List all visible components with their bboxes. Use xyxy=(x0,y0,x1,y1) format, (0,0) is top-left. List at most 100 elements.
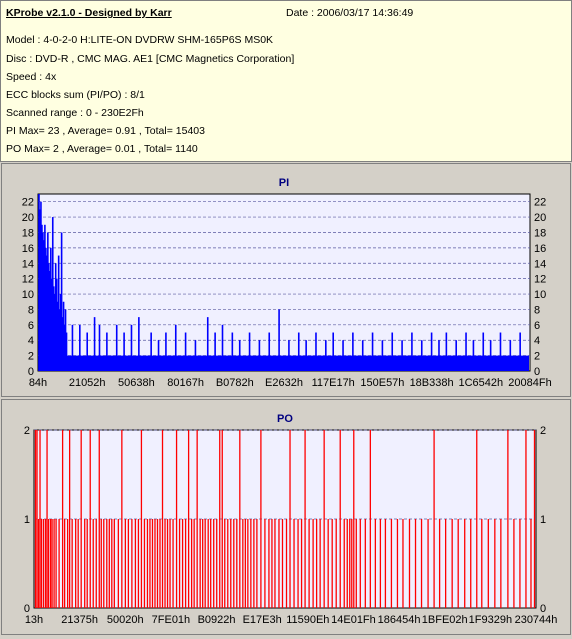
pi-bar xyxy=(41,224,43,371)
model-line: Model : 4-0-2-0 H:LITE-ON DVDRW SHM-165P… xyxy=(6,34,274,46)
pi-bar xyxy=(194,340,197,371)
pi-bar xyxy=(93,317,96,371)
pi-bar xyxy=(45,247,47,371)
y-tick-label-right: 12 xyxy=(534,274,546,286)
pi-bar xyxy=(420,340,423,371)
x-tick-label: 84h xyxy=(29,377,47,389)
pi-bar xyxy=(499,332,502,371)
pi-bar xyxy=(288,340,290,371)
y-tick-label-left: 1 xyxy=(24,514,30,526)
x-tick-label: 80167h xyxy=(167,377,204,389)
pi-bar xyxy=(138,317,140,371)
pi-bar xyxy=(361,340,364,371)
pi-chart-panel: PI 0 0 2 2 4 4 6 6 8 8 10 10 12 12 14 14 16 16 18 18 20 20 22 22… xyxy=(1,163,571,397)
pi-bar xyxy=(43,240,45,371)
pi-bar xyxy=(297,332,300,371)
x-tick-label: 13h xyxy=(25,614,43,626)
pi-bar xyxy=(106,332,108,371)
pi-bar xyxy=(381,340,384,371)
y-tick-label-left: 20 xyxy=(22,212,34,224)
y-tick-label-right: 18 xyxy=(534,227,546,239)
pi-bar xyxy=(46,255,48,371)
pi-bar xyxy=(465,332,467,371)
disc-line: Disc : DVD-R , CMC MAG. AE1 [CMC Magneti… xyxy=(6,53,295,65)
pi-bar xyxy=(52,286,55,371)
po-chart-panel: PO 0 0 1 1 2 2 13h 21375h 50020h 7FE01h B0922h E17E3… xyxy=(1,399,571,635)
x-tick-label: 11590Eh xyxy=(286,614,329,626)
x-tick-label: 1F9329h xyxy=(469,614,512,626)
y-tick-label-left: 16 xyxy=(22,243,34,255)
scan-info-panel: KProbe v2.1.0 - Designed by Karr Date : … xyxy=(0,0,572,162)
pi-bar xyxy=(48,263,50,371)
pi-bar xyxy=(445,332,448,371)
app-title: KProbe v2.1.0 - Designed by Karr xyxy=(6,7,172,19)
pi-bar xyxy=(57,255,60,371)
x-tick-label: 150E57h xyxy=(360,377,404,389)
pi-bar xyxy=(231,332,234,371)
pi-bar xyxy=(62,301,65,371)
pi-bar xyxy=(71,324,74,371)
y-tick-label-right: 2 xyxy=(540,425,546,437)
pi-bar xyxy=(401,340,403,371)
pi-bar xyxy=(123,332,125,371)
x-tick-label: 50020h xyxy=(107,614,144,626)
y-tick-label-right: 8 xyxy=(534,304,540,316)
pi-bar xyxy=(63,324,66,371)
pi-bar xyxy=(430,332,433,371)
pi-bar xyxy=(174,324,177,371)
pi-bar xyxy=(59,294,62,371)
pi-bar xyxy=(150,332,152,371)
pi-bar xyxy=(50,278,53,371)
x-tick-label: 230744h xyxy=(515,614,558,626)
y-tick-label-right: 4 xyxy=(534,335,540,347)
y-tick-label-left: 22 xyxy=(22,197,34,209)
y-tick-label-left: 14 xyxy=(22,258,34,270)
pi-bar xyxy=(438,340,440,371)
pi-bar xyxy=(98,324,101,371)
pi-baseline-band xyxy=(39,355,529,371)
y-tick-label-left: 0 xyxy=(24,603,30,615)
pi-bar xyxy=(315,332,317,371)
speed-line: Speed : 4x xyxy=(6,71,57,83)
pi-bar xyxy=(79,324,81,371)
x-tick-label: 117E17h xyxy=(312,377,355,389)
pi-bar xyxy=(56,301,59,371)
pi-bar xyxy=(115,324,118,371)
po-chart: PO 0 0 1 1 2 2 13h 21375h 50020h 7FE01h B0922h E17E3… xyxy=(24,413,558,626)
y-tick-label-left: 8 xyxy=(28,304,34,316)
pi-bar xyxy=(206,317,209,371)
pi-bar xyxy=(305,340,307,371)
x-tick-label: 7FE01h xyxy=(152,614,191,626)
pi-bar xyxy=(519,332,521,371)
chart-title: PO xyxy=(277,413,293,425)
x-tick-label: 50638h xyxy=(118,377,155,389)
y-tick-label-left: 12 xyxy=(22,274,34,286)
y-tick-label-right: 10 xyxy=(534,289,546,301)
pi-bar xyxy=(325,340,327,371)
y-tick-label-right: 0 xyxy=(534,366,540,378)
y-tick-label-right: 14 xyxy=(534,258,546,270)
pi-bar xyxy=(157,340,160,371)
pi-bar xyxy=(489,340,492,371)
pi-bar xyxy=(130,324,133,371)
x-tick-label: 1BFE02h xyxy=(422,614,468,626)
pi-bar xyxy=(47,232,49,371)
scan-date: Date : 2006/03/17 14:36:49 xyxy=(286,7,414,19)
pi-bar xyxy=(38,194,40,371)
pi-bar xyxy=(54,263,57,371)
pi-bar xyxy=(184,332,187,371)
x-tick-label: 21052h xyxy=(69,377,106,389)
y-tick-label-left: 6 xyxy=(28,320,34,332)
pi-bar xyxy=(332,332,334,371)
po-stats-line: PO Max= 2 , Average= 0.01 , Total= 1140 xyxy=(6,143,198,155)
x-tick-label: 18B338h xyxy=(410,377,454,389)
y-tick-label-right: 20 xyxy=(534,212,546,224)
x-tick-label: E17E3h xyxy=(243,614,282,626)
pi-bar xyxy=(42,232,44,371)
x-tick-label: 20084Fh xyxy=(508,377,551,389)
y-tick-label-left: 4 xyxy=(28,335,34,347)
pi-bar xyxy=(352,332,354,371)
plot-area xyxy=(37,193,531,372)
pi-bar xyxy=(51,217,54,371)
